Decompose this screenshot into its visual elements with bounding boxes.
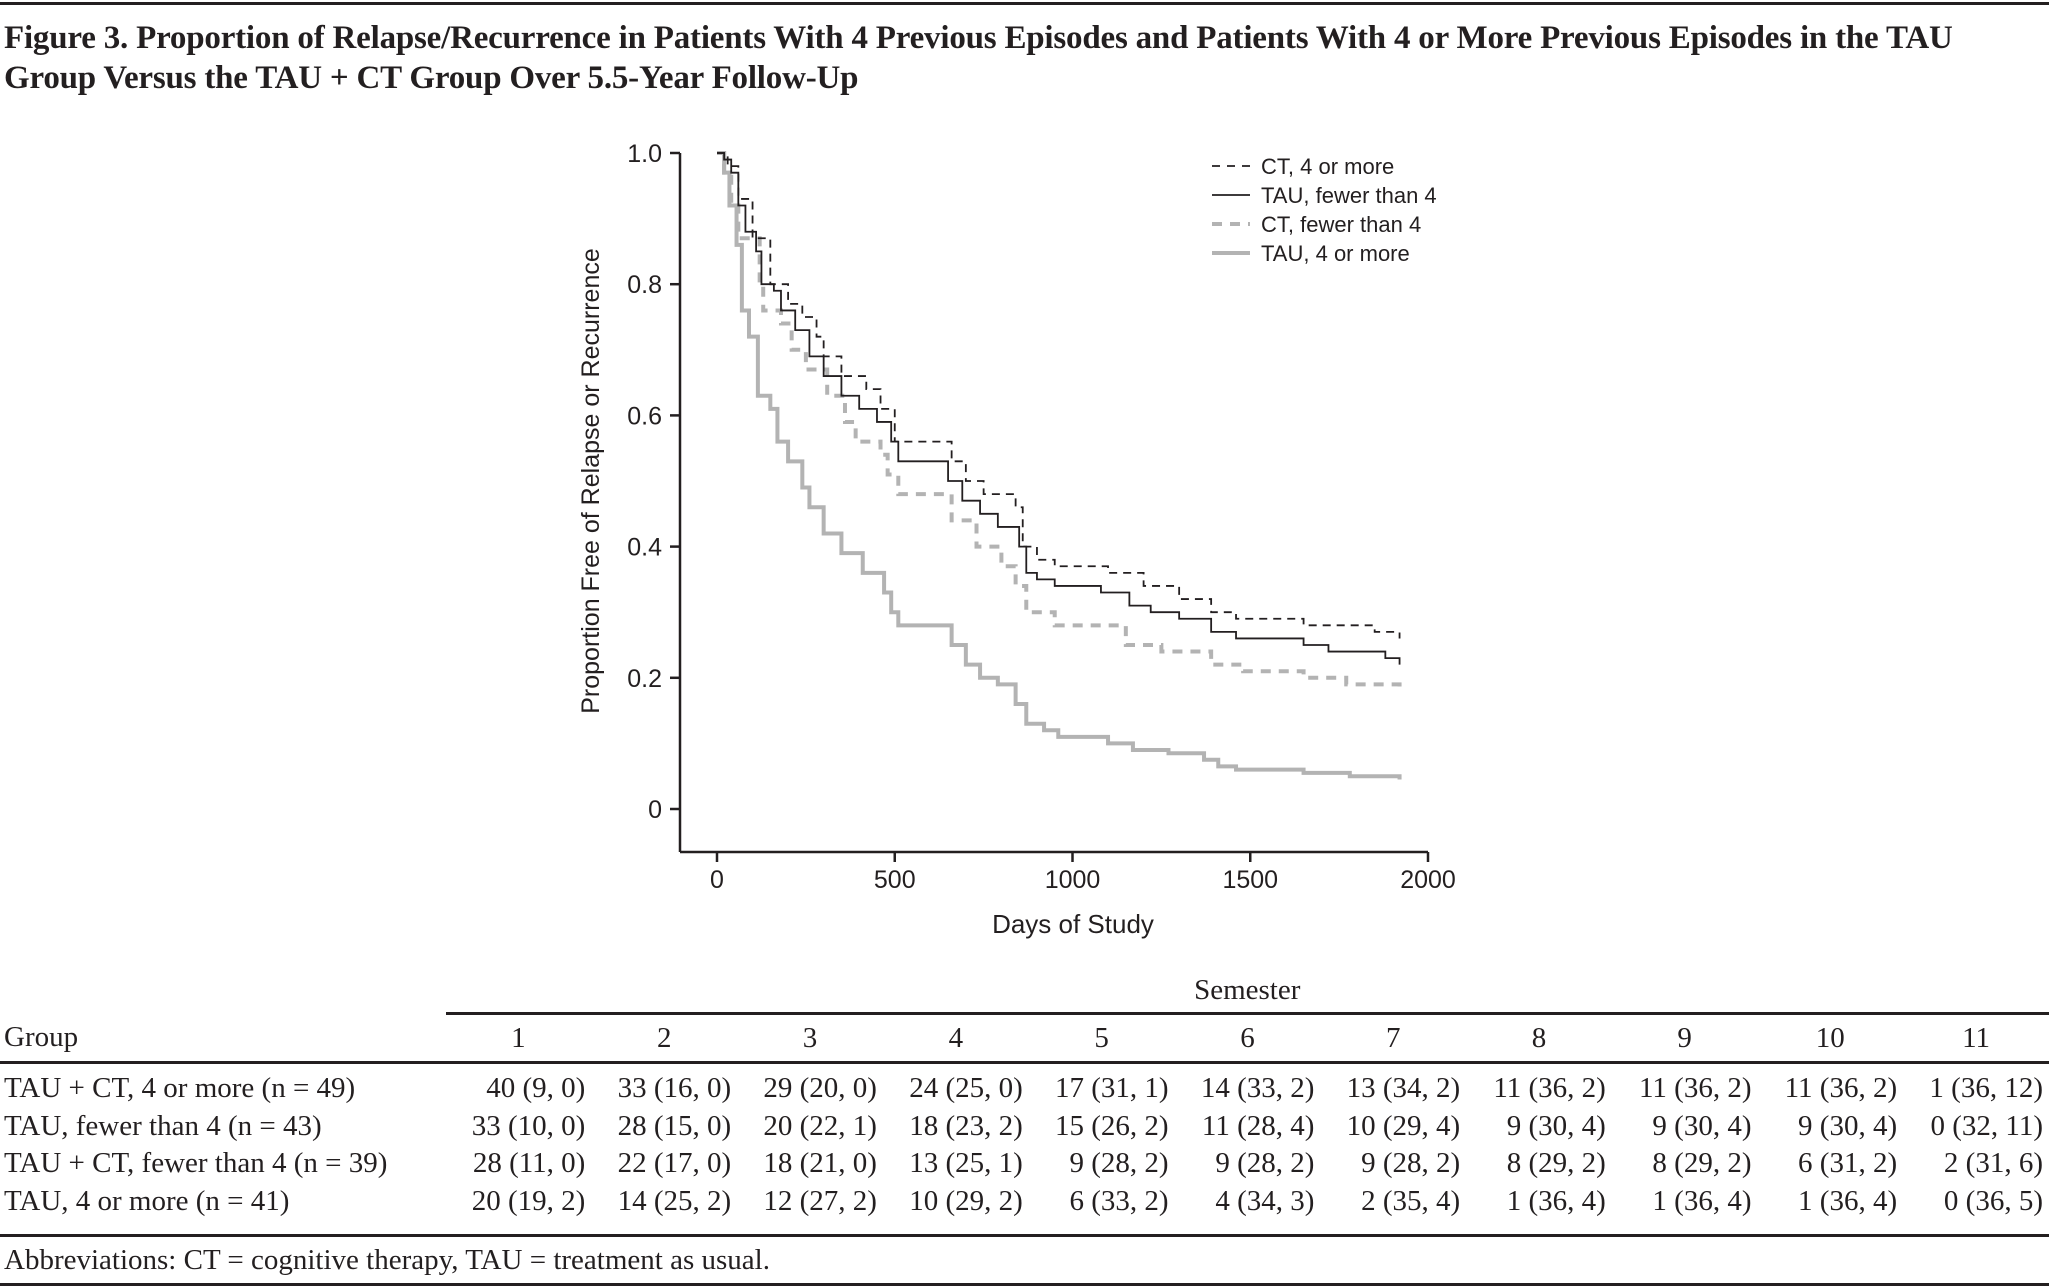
legend: CT, 4 or more TAU, fewer than 4 CT, fewer … [1212, 154, 1437, 266]
table-row: TAU, fewer than 4 (n = 43) 33 (10, 0) 28 (… [0, 1108, 2049, 1146]
count-cell: 28 (11, 0) [472, 1147, 586, 1180]
x-tick-label: 1500 [1222, 866, 1278, 894]
survival-chart: 0 0.2 0.4 0.6 0.8 1.0 0 500 1000 1500 2000 CT, 4 o… [577, 140, 1456, 939]
figure-title: Figure 3. Proportion of Relapse/Recurren… [4, 20, 1953, 96]
semester-spanner: Semester [1194, 973, 1301, 1006]
count-cell: 22 (17, 0) [617, 1147, 732, 1180]
count-cell: 13 (34, 2) [1346, 1072, 1461, 1105]
risk-table: Semester Group 1 2 3 4 5 6 7 8 9 10 11 TAU + CT, 4… [0, 968, 2049, 1286]
y-tick-label: 0.4 [627, 534, 662, 562]
y-tick-label: 0.8 [627, 271, 662, 299]
title-rule [0, 2, 2049, 5]
series-line-3 [717, 151, 1402, 780]
count-cell: 11 (36, 2) [1638, 1072, 1752, 1105]
count-cell: 1 (36, 12) [1929, 1072, 2043, 1105]
count-cell: 24 (25, 0) [909, 1072, 1023, 1105]
x-tick-label: 2000 [1400, 866, 1456, 894]
count-cell: 10 (29, 4) [1346, 1109, 1461, 1142]
count-cell: 9 (28, 2) [1361, 1147, 1461, 1180]
y-tick-label: 1.0 [627, 140, 662, 168]
legend-label: CT, fewer than 4 [1261, 212, 1421, 237]
group-cell: TAU + CT, 4 or more (n = 49) [4, 1072, 356, 1105]
count-cell: 12 (27, 2) [763, 1184, 877, 1217]
count-cell: 28 (15, 0) [617, 1109, 732, 1142]
x-tick-label: 0 [710, 866, 724, 894]
legend-label: CT, 4 or more [1261, 154, 1394, 179]
count-cell: 11 (28, 4) [1201, 1109, 1315, 1142]
group-cell: TAU, 4 or more (n = 41) [4, 1184, 290, 1217]
count-cell: 9 (30, 4) [1652, 1109, 1752, 1142]
column-header: 9 [1611, 1012, 1758, 1064]
table-row: TAU, 4 or more (n = 41) 20 (19, 2) 14 (25,… [0, 1183, 2049, 1221]
column-header: 11 [1903, 1012, 2049, 1064]
header-row: Group 1 2 3 4 5 6 7 8 9 10 11 [0, 1012, 2049, 1064]
count-cell: 1 (36, 4) [1652, 1184, 1752, 1217]
x-axis-label: Days of Study [992, 909, 1154, 939]
count-cell: 33 (10, 0) [471, 1109, 586, 1142]
count-cell: 15 (26, 2) [1055, 1109, 1169, 1142]
count-cell: 9 (30, 4) [1798, 1109, 1898, 1142]
series-line-1 [717, 152, 1401, 665]
column-header: 5 [1028, 1012, 1175, 1064]
count-cell: 11 (36, 2) [1493, 1072, 1606, 1105]
count-cell: 20 (19, 2) [471, 1184, 586, 1217]
series-lines [717, 151, 1402, 780]
count-cell: 29 (20, 0) [763, 1072, 877, 1105]
count-cell: 13 (25, 1) [909, 1147, 1023, 1180]
x-tick-label: 1000 [1045, 866, 1101, 894]
count-cell: 6 (31, 2) [1798, 1147, 1898, 1180]
count-cell: 10 (29, 2) [909, 1184, 1023, 1217]
column-header: 1 [445, 1012, 592, 1064]
y-tick-label: 0.2 [627, 665, 662, 693]
count-cell: 9 (30, 4) [1506, 1109, 1606, 1142]
count-cell: 40 (9, 0) [486, 1072, 586, 1105]
count-cell: 18 (23, 2) [909, 1109, 1023, 1142]
count-cell: 20 (22, 1) [763, 1109, 877, 1142]
column-header: 3 [737, 1012, 883, 1064]
count-cell: 9 (28, 2) [1069, 1147, 1169, 1180]
count-cell: 1 (36, 4) [1506, 1184, 1606, 1217]
axes: 0 0.2 0.4 0.6 0.8 1.0 0 500 1000 1500 2000 [627, 140, 1456, 894]
count-cell: 11 (36, 2) [1784, 1072, 1898, 1105]
series-line-0 [717, 152, 1401, 639]
count-cell: 4 (34, 3) [1215, 1184, 1315, 1217]
group-cell: TAU + CT, fewer than 4 (n = 39) [4, 1147, 388, 1180]
count-cell: 0 (36, 5) [1943, 1184, 2043, 1217]
count-cell: 33 (16, 0) [617, 1072, 732, 1105]
count-cell: 2 (35, 4) [1361, 1184, 1461, 1217]
footnote: Abbreviations: CT = cognitive therapy, T… [0, 1234, 2049, 1286]
table-row: TAU + CT, 4 or more (n = 49) 40 (9, 0) 33 … [0, 1063, 2049, 1108]
count-cell: 8 (29, 2) [1652, 1147, 1752, 1180]
y-tick-label: 0.6 [627, 402, 662, 430]
count-cell: 1 (36, 4) [1798, 1184, 1898, 1217]
table-row: TAU + CT, fewer than 4 (n = 39) 28 (11, 0… [0, 1145, 2049, 1183]
spanner-row: Semester [0, 968, 2049, 1014]
column-header: 2 [591, 1012, 738, 1064]
group-header: Group [0, 1013, 446, 1064]
x-tick-label: 500 [874, 866, 916, 894]
count-cell: 14 (25, 2) [617, 1184, 732, 1217]
column-header: 6 [1174, 1012, 1321, 1064]
count-cell: 8 (29, 2) [1506, 1147, 1606, 1180]
legend-label: TAU, fewer than 4 [1261, 183, 1437, 208]
column-header: 7 [1320, 1012, 1467, 1064]
y-tick-label: 0 [648, 796, 662, 824]
y-axis-label: Proportion Free of Relapse or Recurrence [577, 248, 605, 714]
column-header: 4 [882, 1012, 1029, 1064]
series-line-2 [717, 151, 1402, 691]
count-cell: 9 (28, 2) [1215, 1147, 1315, 1180]
count-cell: 18 (21, 0) [763, 1147, 877, 1180]
count-cell: 6 (33, 2) [1069, 1184, 1169, 1217]
count-cell: 17 (31, 1) [1055, 1072, 1169, 1105]
column-header: 8 [1466, 1012, 1612, 1064]
count-cell: 14 (33, 2) [1200, 1072, 1315, 1105]
count-cell: 0 (32, 11) [1930, 1109, 2044, 1142]
legend-label: TAU, 4 or more [1261, 241, 1410, 266]
group-cell: TAU, fewer than 4 (n = 43) [4, 1109, 322, 1142]
column-header: 10 [1757, 1012, 1904, 1064]
count-cell: 2 (31, 6) [1943, 1147, 2043, 1180]
